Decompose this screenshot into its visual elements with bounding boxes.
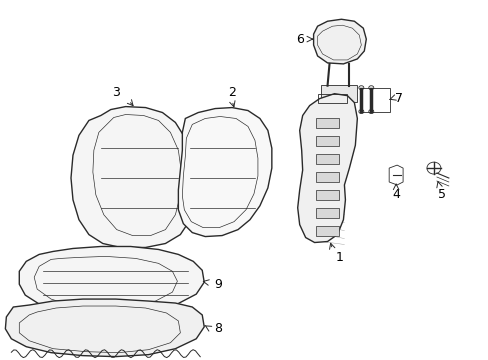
- Polygon shape: [315, 118, 339, 129]
- Text: 7: 7: [394, 92, 402, 105]
- Polygon shape: [313, 19, 366, 64]
- Polygon shape: [315, 226, 339, 235]
- Text: 1: 1: [335, 251, 343, 264]
- Polygon shape: [315, 208, 339, 218]
- FancyBboxPatch shape: [320, 85, 357, 102]
- Polygon shape: [315, 190, 339, 200]
- Text: 6: 6: [295, 33, 303, 46]
- Polygon shape: [19, 247, 204, 313]
- Text: 5: 5: [437, 188, 445, 201]
- Polygon shape: [178, 108, 271, 237]
- Polygon shape: [315, 136, 339, 146]
- Polygon shape: [71, 107, 195, 247]
- Text: 3: 3: [112, 86, 120, 99]
- Polygon shape: [315, 172, 339, 182]
- Text: 4: 4: [391, 188, 399, 201]
- Text: 8: 8: [214, 322, 222, 336]
- Polygon shape: [315, 154, 339, 164]
- Polygon shape: [297, 94, 357, 243]
- Text: 9: 9: [214, 278, 222, 291]
- Polygon shape: [5, 299, 204, 357]
- Text: 2: 2: [228, 86, 236, 99]
